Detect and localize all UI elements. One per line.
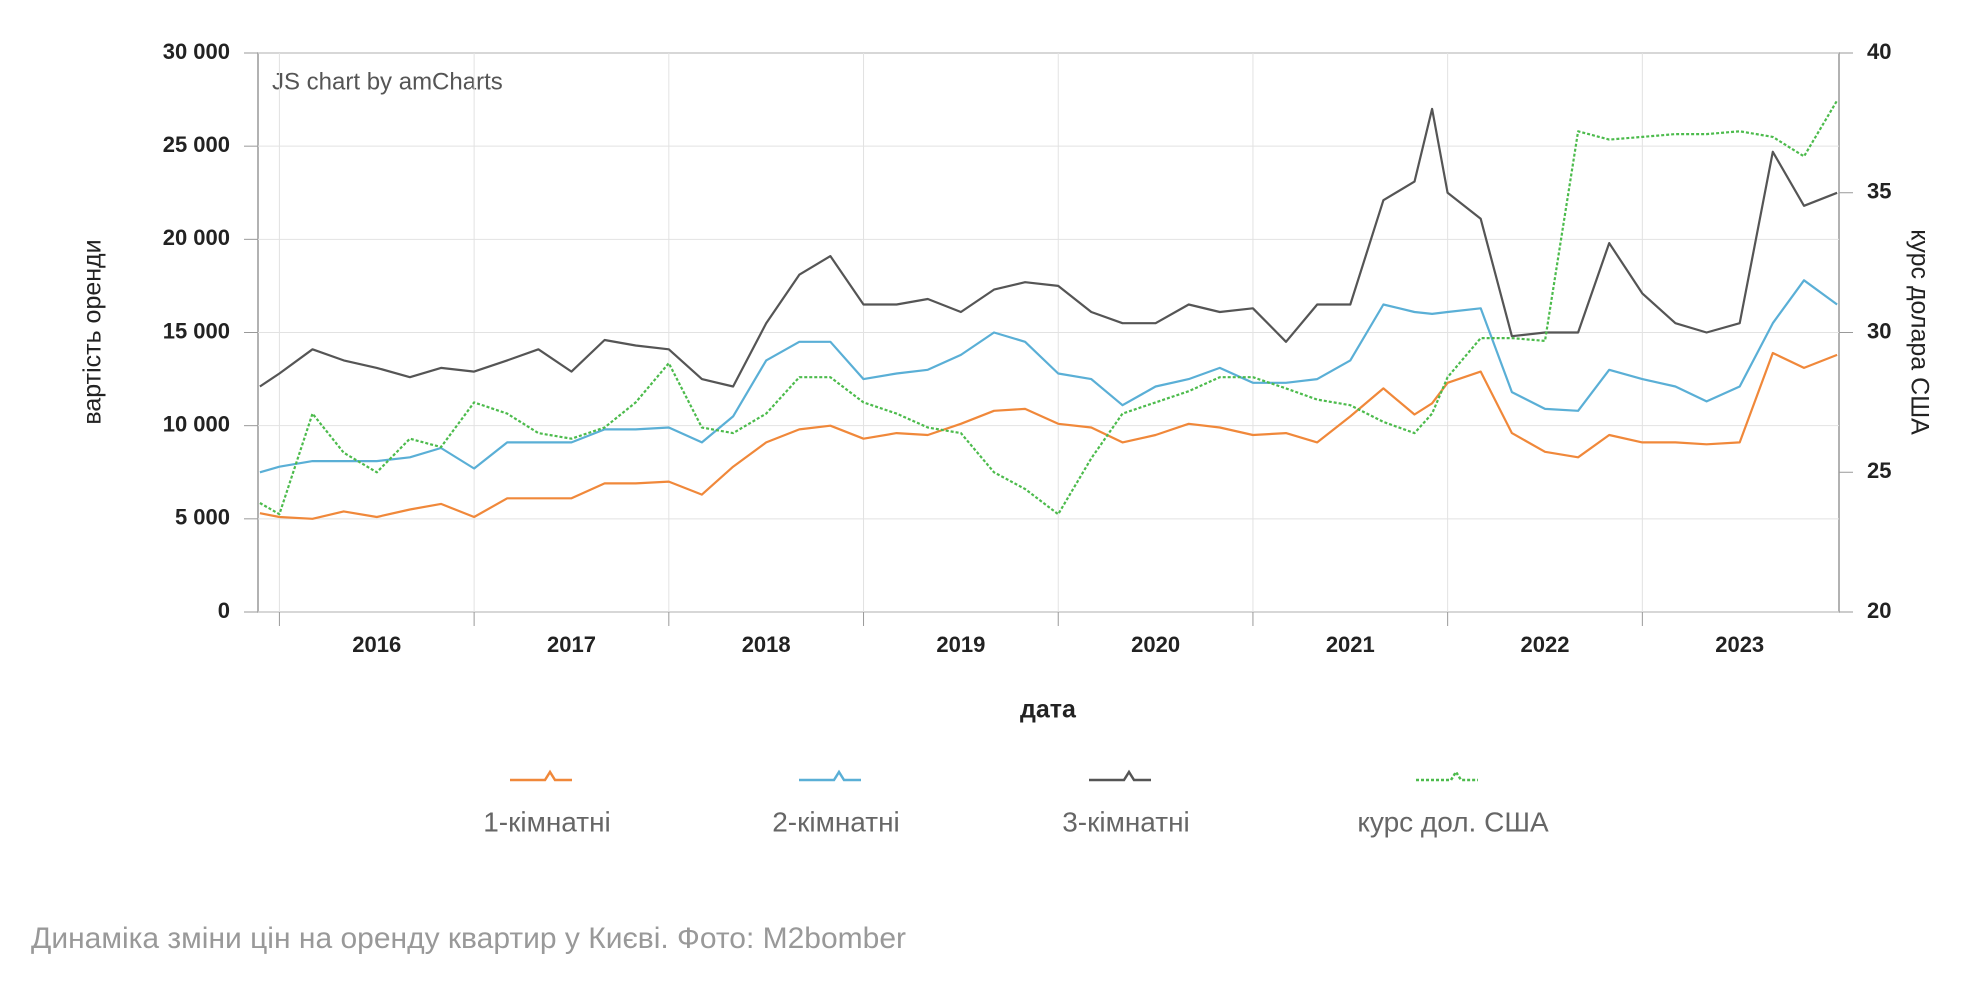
x-tick-label: 2019 <box>936 632 985 657</box>
y-axis-label: вартість оренди <box>79 239 107 424</box>
y2-tick-label: 40 <box>1867 39 1891 64</box>
legend-label: 3-кімнатні <box>1062 806 1190 837</box>
series-line <box>259 351 1838 520</box>
x-tick-label: 2018 <box>742 632 791 657</box>
x-tick-label: 2016 <box>352 632 401 657</box>
x-tick-label: 2023 <box>1715 632 1764 657</box>
credit: JS chart by amCharts <box>272 68 503 95</box>
series-line <box>259 279 1838 474</box>
y2-tick-label: 35 <box>1867 179 1891 204</box>
x-axis-label: дата <box>1020 696 1077 724</box>
x-tick-label: 2020 <box>1131 632 1180 657</box>
legend-marker <box>510 769 572 782</box>
y-tick-label: 20 000 <box>163 225 230 250</box>
legend-label: 2-кімнатні <box>772 806 900 837</box>
y-tick-label: 10 000 <box>163 411 230 436</box>
y-tick-label: 0 <box>218 598 230 623</box>
y-tick-label: 30 000 <box>163 39 230 64</box>
legend-label: курс дол. США <box>1357 806 1549 837</box>
caption: Динаміка зміни цін на оренду квартир у К… <box>31 922 906 955</box>
y-tick-label: 25 000 <box>163 132 230 157</box>
x-tick-label: 2021 <box>1326 632 1375 657</box>
legend-label: 1-кімнатні <box>483 806 611 837</box>
y2-tick-label: 20 <box>1867 598 1891 623</box>
legend-marker <box>1416 769 1478 782</box>
x-tick-label: 2017 <box>547 632 596 657</box>
legend-marker <box>799 769 861 782</box>
x-tick-label: 2022 <box>1521 632 1570 657</box>
y2-tick-label: 25 <box>1867 458 1891 483</box>
y2-axis-label: курс долара США <box>1905 229 1933 435</box>
y2-tick-label: 30 <box>1867 318 1891 343</box>
y-tick-label: 5 000 <box>175 505 230 530</box>
series-line <box>259 107 1838 388</box>
legend-marker <box>1089 769 1151 782</box>
y-tick-label: 15 000 <box>163 318 230 343</box>
